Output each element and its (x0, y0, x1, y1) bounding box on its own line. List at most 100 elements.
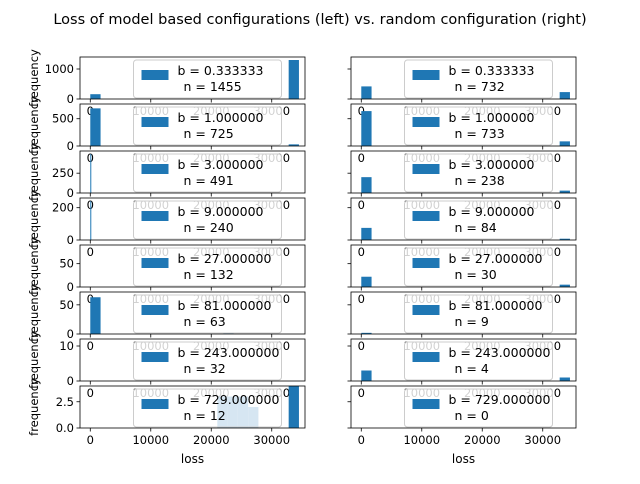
axes-frame (79, 56, 306, 100)
x-tick-label: 10000 (132, 433, 169, 447)
x-tick-label: 0 (87, 433, 94, 447)
y-axis-label: frequency (27, 96, 41, 154)
x-tick-label: 0 (358, 198, 365, 212)
histogram-bar (361, 86, 372, 99)
legend-b-value: b = 81.000000 (449, 298, 543, 313)
legend-b-value: b = 3.000000 (178, 157, 264, 172)
y-axis-label: frequency (27, 331, 41, 389)
y-tick-label: 2.5 (56, 395, 74, 409)
legend-b-value: b = 81.000000 (178, 298, 272, 313)
legend-swatch (412, 211, 440, 221)
legend-swatch (141, 305, 169, 315)
legend-b-value: b = 27.000000 (449, 251, 543, 266)
y-tick-label: 0 (67, 280, 74, 294)
histogram-bar (559, 92, 570, 99)
histogram-bar (288, 386, 299, 428)
y-tick-label: 1000 (45, 62, 74, 76)
axes-frame (350, 291, 577, 335)
histogram-bar (559, 377, 570, 381)
axes-frame (350, 150, 577, 194)
x-tick-label: 0 (358, 151, 365, 165)
legend-b-value: b = 27.000000 (178, 251, 272, 266)
legend-box (404, 59, 553, 99)
axes-frame (79, 385, 306, 429)
legend-box (404, 153, 553, 193)
legend-box (133, 106, 282, 146)
legend-swatch (141, 352, 169, 362)
y-tick-label: 0.0 (56, 421, 74, 435)
subplot-right-8: 0 10000 20000 30000 loss (347, 385, 577, 466)
legend-swatch (412, 164, 440, 174)
legend-swatch (141, 399, 169, 409)
histogram-bar (288, 60, 299, 99)
axes-frame (350, 244, 577, 288)
x-tick-label: 0 (358, 433, 365, 447)
legend-n-value: n = 733 (455, 126, 505, 141)
legend-swatch (412, 117, 440, 127)
axes-frame (350, 338, 577, 382)
x-axis-label: loss (181, 452, 204, 466)
histogram-bar (90, 154, 92, 193)
legend-b-value: b = 9.000000 (178, 204, 264, 219)
legend-n-value: n = 63 (184, 314, 226, 329)
legend-b-value: b = 729.000000 (178, 392, 280, 407)
legend-n-value: n = 32 (184, 361, 226, 376)
x-tick-label: 30000 (524, 433, 561, 447)
y-axis-label: frequency (27, 143, 41, 201)
x-tick-label: 0 (358, 339, 365, 353)
axes-frame (79, 291, 306, 335)
y-tick-label: 10 (59, 339, 74, 353)
legend-n-value: n = 4 (455, 361, 489, 376)
legend-swatch (141, 70, 169, 80)
x-tick-label: 0 (358, 292, 365, 306)
legend-box (133, 388, 282, 428)
y-tick-label: 0 (67, 327, 74, 341)
legend-n-value: n = 238 (455, 173, 505, 188)
axes-frame (79, 150, 306, 194)
histogram-bar (288, 144, 299, 146)
axes-frame (350, 197, 577, 241)
legend-n-value: n = 491 (184, 173, 234, 188)
axes-frame (350, 385, 577, 429)
histogram-bar (90, 94, 101, 99)
axes-frame (79, 103, 306, 147)
legend-b-value: b = 1.000000 (178, 110, 264, 125)
axes-frame (79, 197, 306, 241)
chart-title: Loss of model based configurations (left… (53, 12, 586, 28)
legend-b-value: b = 9.000000 (449, 204, 535, 219)
y-tick-label: 0 (67, 139, 74, 153)
legend-b-value: b = 3.000000 (449, 157, 535, 172)
histogram-bar (559, 284, 570, 287)
legend-swatch (412, 305, 440, 315)
legend-b-value: b = 1.000000 (449, 110, 535, 125)
histogram-bar (90, 108, 101, 146)
y-axis-label: frequency (27, 49, 41, 107)
y-axis-label: frequency (27, 284, 41, 342)
x-tick-label: 10000 (403, 433, 440, 447)
legend-box (133, 153, 282, 193)
x-tick-label: 30000 (253, 433, 290, 447)
histogram-bar (361, 370, 372, 381)
x-axis-label: loss (452, 452, 475, 466)
y-tick-label: 0 (67, 92, 74, 106)
histogram-bar (361, 177, 372, 193)
legend-n-value: n = 9 (455, 314, 489, 329)
x-tick-label: 0 (358, 386, 365, 400)
histogram-bar (90, 297, 101, 334)
x-tick-label: 20000 (193, 433, 230, 447)
legend-n-value: n = 1455 (184, 79, 242, 94)
y-axis-label: frequency (27, 237, 41, 295)
